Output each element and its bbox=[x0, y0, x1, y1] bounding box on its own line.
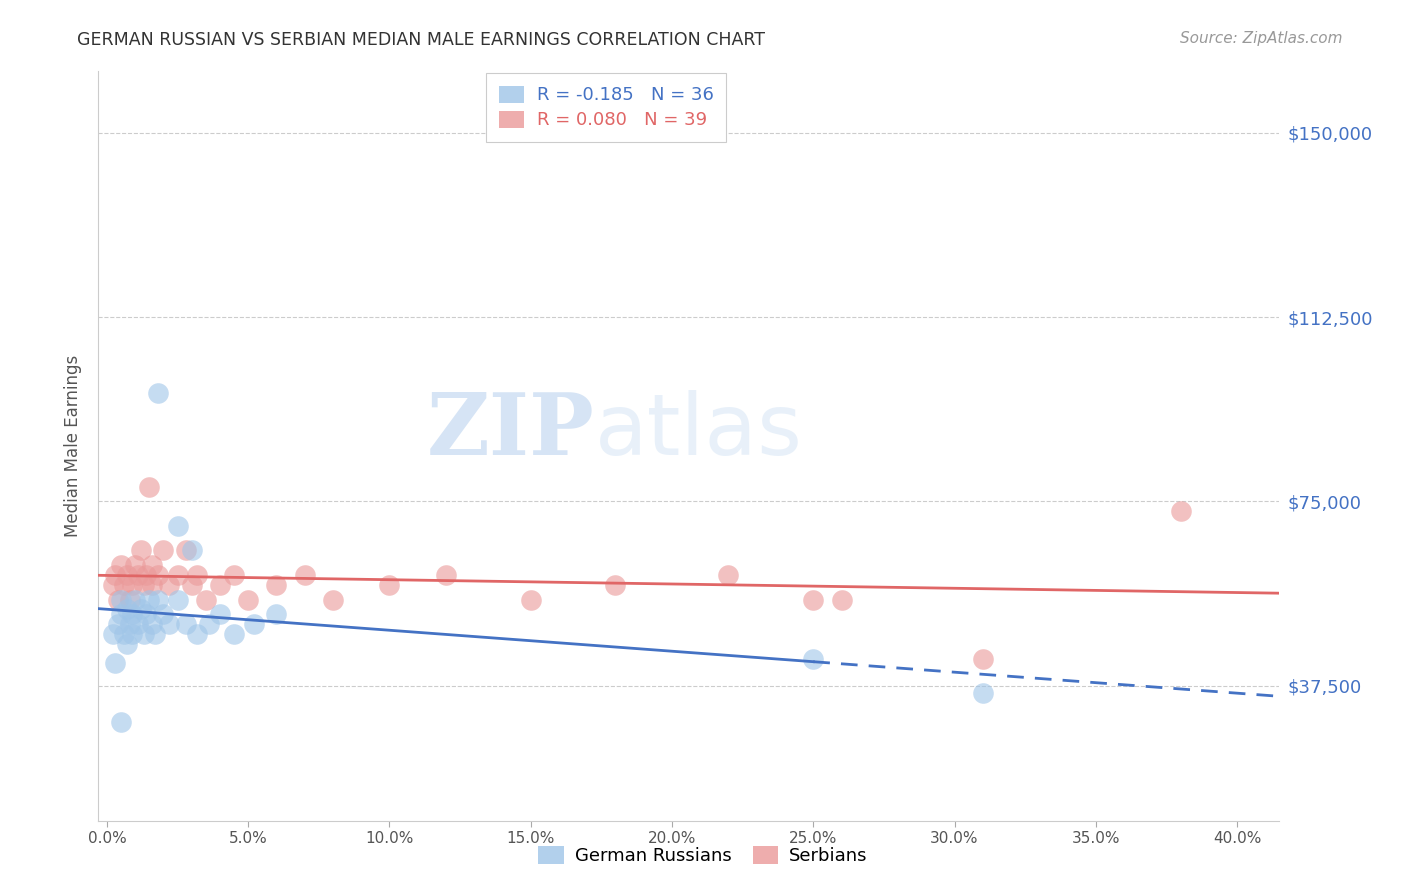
Point bbox=[208, 607, 231, 622]
Point bbox=[135, 568, 157, 582]
Point bbox=[132, 627, 155, 641]
Point bbox=[127, 617, 149, 632]
Point bbox=[243, 617, 266, 632]
Point bbox=[129, 602, 152, 616]
Legend: R = -0.185   N = 36, R = 0.080   N = 39: R = -0.185 N = 36, R = 0.080 N = 39 bbox=[486, 73, 727, 142]
Point bbox=[124, 592, 146, 607]
Point bbox=[143, 627, 166, 641]
Point bbox=[197, 617, 219, 632]
Point bbox=[972, 686, 994, 700]
Legend: German Russians, Serbians: German Russians, Serbians bbox=[531, 839, 875, 872]
Point bbox=[266, 578, 288, 592]
Point bbox=[238, 592, 260, 607]
Point bbox=[146, 592, 169, 607]
Point bbox=[110, 607, 132, 622]
Point bbox=[104, 657, 127, 671]
Point bbox=[186, 568, 208, 582]
Point bbox=[141, 558, 163, 573]
Point bbox=[157, 578, 180, 592]
Point bbox=[146, 568, 169, 582]
Point bbox=[208, 578, 231, 592]
Point bbox=[115, 568, 138, 582]
Point bbox=[1170, 504, 1192, 518]
Point bbox=[801, 592, 824, 607]
Point bbox=[118, 592, 141, 607]
Point bbox=[135, 607, 157, 622]
Point bbox=[186, 627, 208, 641]
Point bbox=[194, 592, 217, 607]
Point bbox=[152, 543, 174, 558]
Point bbox=[110, 592, 132, 607]
Point bbox=[115, 637, 138, 651]
Text: atlas: atlas bbox=[595, 390, 803, 473]
Text: GERMAN RUSSIAN VS SERBIAN MEDIAN MALE EARNINGS CORRELATION CHART: GERMAN RUSSIAN VS SERBIAN MEDIAN MALE EA… bbox=[77, 31, 765, 49]
Point bbox=[174, 617, 197, 632]
Text: ZIP: ZIP bbox=[426, 389, 595, 473]
Point bbox=[434, 568, 457, 582]
Point bbox=[110, 715, 132, 730]
Point bbox=[519, 592, 541, 607]
Point bbox=[127, 568, 149, 582]
Point bbox=[132, 578, 155, 592]
Point bbox=[717, 568, 740, 582]
Point bbox=[107, 592, 129, 607]
Point bbox=[174, 543, 197, 558]
Point bbox=[115, 602, 138, 616]
Point bbox=[141, 617, 163, 632]
Text: Source: ZipAtlas.com: Source: ZipAtlas.com bbox=[1180, 31, 1343, 46]
Point bbox=[166, 592, 188, 607]
Point bbox=[101, 627, 124, 641]
Point bbox=[110, 558, 132, 573]
Point bbox=[605, 578, 627, 592]
Point bbox=[107, 617, 129, 632]
Point bbox=[222, 627, 245, 641]
Point bbox=[112, 578, 135, 592]
Point bbox=[801, 651, 824, 665]
Point bbox=[180, 578, 202, 592]
Point bbox=[124, 558, 146, 573]
Point bbox=[152, 607, 174, 622]
Point bbox=[104, 568, 127, 582]
Point bbox=[121, 578, 143, 592]
Point bbox=[222, 568, 245, 582]
Point bbox=[129, 543, 152, 558]
Y-axis label: Median Male Earnings: Median Male Earnings bbox=[65, 355, 83, 537]
Point bbox=[121, 627, 143, 641]
Point bbox=[146, 386, 169, 401]
Point bbox=[166, 519, 188, 533]
Point bbox=[166, 568, 188, 582]
Point bbox=[972, 651, 994, 665]
Point bbox=[180, 543, 202, 558]
Point bbox=[831, 592, 853, 607]
Point bbox=[112, 627, 135, 641]
Point bbox=[378, 578, 401, 592]
Point bbox=[266, 607, 288, 622]
Point bbox=[118, 617, 141, 632]
Point bbox=[121, 607, 143, 622]
Point bbox=[101, 578, 124, 592]
Point bbox=[294, 568, 316, 582]
Point bbox=[138, 479, 160, 493]
Point bbox=[141, 578, 163, 592]
Point bbox=[138, 592, 160, 607]
Point bbox=[157, 617, 180, 632]
Point bbox=[322, 592, 344, 607]
